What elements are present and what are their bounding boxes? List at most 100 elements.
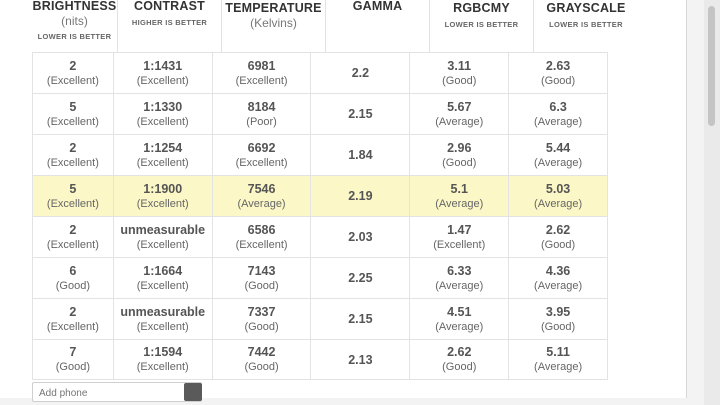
table-cell-temp: 7143 (Good) [213,258,312,298]
add-phone-field[interactable] [32,382,202,402]
contrast-value: 1:1254 [143,140,183,155]
grayscale-rating: (Average) [534,115,583,128]
grayscale-value: 3.95 [545,304,571,319]
table-cell-gamma: 2.19 [311,176,411,216]
table-cell-gamma: 2.25 [311,258,411,298]
table-row: 2 (Excellent) unmeasurable (Excellent) 6586(… [32,216,609,257]
table-cell-brightness: 2 (Excellent) [32,135,114,175]
table-cell-brightness: 5 (Excellent) [32,176,114,216]
grayscale-rating: (Average) [534,156,583,169]
grayscale-value: 2.62 [545,222,571,237]
brightness-value: 2 [69,58,77,73]
brightness-value: 7 [69,345,77,359]
table-cell-brightness: 5 (Excellent) [32,94,114,134]
scrollbar-thumb[interactable] [708,6,715,126]
rgbcmy-rating: (Good) [442,156,477,169]
table-cell-brightness: 2 (Excellent) [32,53,114,93]
scrollbar[interactable] [704,0,720,405]
table-row: 5 (Excellent) 1:1330 (Excellent) 8184 (Poor) 2… [32,93,609,134]
temp-value: 6586 [247,222,276,237]
grayscale-rating: (Good) [540,320,576,333]
table-cell-contrast: unmeasurable (Excellent) [114,217,213,257]
contrast-rating: (Excellent) [136,197,189,210]
table-cell-rgbcmy: 6.33 (Average) [410,258,510,298]
table-cell-brightness: 6 (Good) [32,258,114,298]
header-title: GAMMA [352,0,403,13]
table-cell-temp: 7337 (Good) [213,299,312,339]
contrast-rating: (Excellent) [136,156,189,169]
temp-value: 7442 [247,345,276,359]
table-cell-temp: 8184 (Poor) [213,94,312,134]
contrast-value: 1:1431 [143,58,183,73]
contrast-value: unmeasurable [120,222,206,237]
table-cell-temp: 7546 (Average) [213,176,312,216]
brightness-rating: (Excellent) [46,238,99,251]
header-subtitle: (nits) [61,14,88,28]
contrast-value: 1:1594 [143,345,183,359]
rgbcmy-value: 1.47 [447,222,472,237]
brightness-value: 2 [69,140,77,155]
add-phone-button[interactable] [184,383,202,401]
table-cell-grayscale: 5.03 (Average) [509,176,609,216]
brightness-value: 5 [69,181,77,196]
table-cell-brightness: 7 (Good) [32,340,114,379]
table-cell-contrast: 1:1330 (Excellent) [114,94,213,134]
table-row: 7 (Good) 1:1594 (Excellent) 7442 (Good) 2.13 2.… [32,339,609,380]
table-row: 2 (Excellent) unmeasurable (Excellent) 7337(… [32,298,609,339]
rgbcmy-value: 6.33 [447,263,472,278]
temp-rating: (Poor) [246,115,277,128]
table-cell-gamma: 2.2 [311,53,411,93]
rgbcmy-value: 5.1 [450,181,468,196]
contrast-value: unmeasurable [120,304,206,319]
rgbcmy-rating: (Average) [435,279,484,292]
gamma-value: 2.13 [348,352,373,367]
rgbcmy-value: 2.62 [447,345,472,359]
temp-rating: (Good) [244,320,279,333]
table-cell-gamma: 1.84 [311,135,411,175]
temp-value: 6692 [247,140,276,155]
header-col-2: CONTRAST HIGHER IS BETTER [118,0,222,52]
contrast-value: 1:1664 [143,263,183,278]
add-phone-input[interactable] [37,385,181,402]
table-cell-temp: 6586 (Excellent) [213,217,312,257]
gamma-value: 2.2 [351,66,370,80]
gamma-value: 2.25 [348,271,373,285]
temp-value: 6981 [247,58,276,73]
table-cell-grayscale: 2.62 (Good) [509,217,609,257]
grayscale-value: 4.36 [545,263,571,278]
grayscale-value: 6.3 [549,99,567,114]
header-col-1: BRIGHTNESS (nits) LOWER IS BETTER [32,0,118,52]
brightness-rating: (Good) [55,361,91,373]
table-cell-rgbcmy: 2.62 (Good) [410,340,510,379]
table-cell-temp: 7442 (Good) [213,340,312,379]
header-title: BRIGHTNESS [32,0,117,13]
temp-rating: (Excellent) [235,156,288,169]
table-row: 2 (Excellent) 1:1431 (Excellent) 6981 (Excell… [32,52,609,93]
brightness-value: 2 [69,222,77,237]
brightness-value: 6 [69,263,77,278]
table-cell-grayscale: 4.36 (Average) [509,258,609,298]
table-cell-rgbcmy: 5.67 (Average) [410,94,510,134]
brightness-rating: (Excellent) [46,74,99,87]
table-cell-rgbcmy: 5.1 (Average) [410,176,510,216]
rgbcmy-rating: (Average) [435,320,484,333]
table-cell-gamma: 2.15 [311,94,411,134]
rgbcmy-value: 5.67 [447,99,472,114]
brightness-rating: (Excellent) [46,197,99,210]
rgbcmy-rating: (Average) [435,115,484,128]
temp-rating: (Excellent) [235,74,288,87]
table-cell-grayscale: 6.3 (Average) [509,94,609,134]
grayscale-value: 5.03 [545,181,571,196]
temp-rating: (Good) [244,279,279,292]
header-col-4: GAMMA [326,0,430,52]
table-cell-contrast: 1:1664 (Excellent) [114,258,213,298]
gamma-value: 2.15 [348,312,373,326]
table-cell-brightness: 2 (Excellent) [32,299,114,339]
table-row: 5 (Excellent) 1:1900 (Excellent) 7546 (Averag… [32,175,609,216]
table-cell-rgbcmy: 2.96 (Good) [410,135,510,175]
temp-value: 7546 [247,181,276,196]
table-cell-contrast: 1:1594 (Excellent) [114,340,213,379]
table-cell-grayscale: 5.11 (Average) [509,340,609,379]
header-col-5: DELTA ERGBCMYLOWER IS BETTER [430,0,534,52]
